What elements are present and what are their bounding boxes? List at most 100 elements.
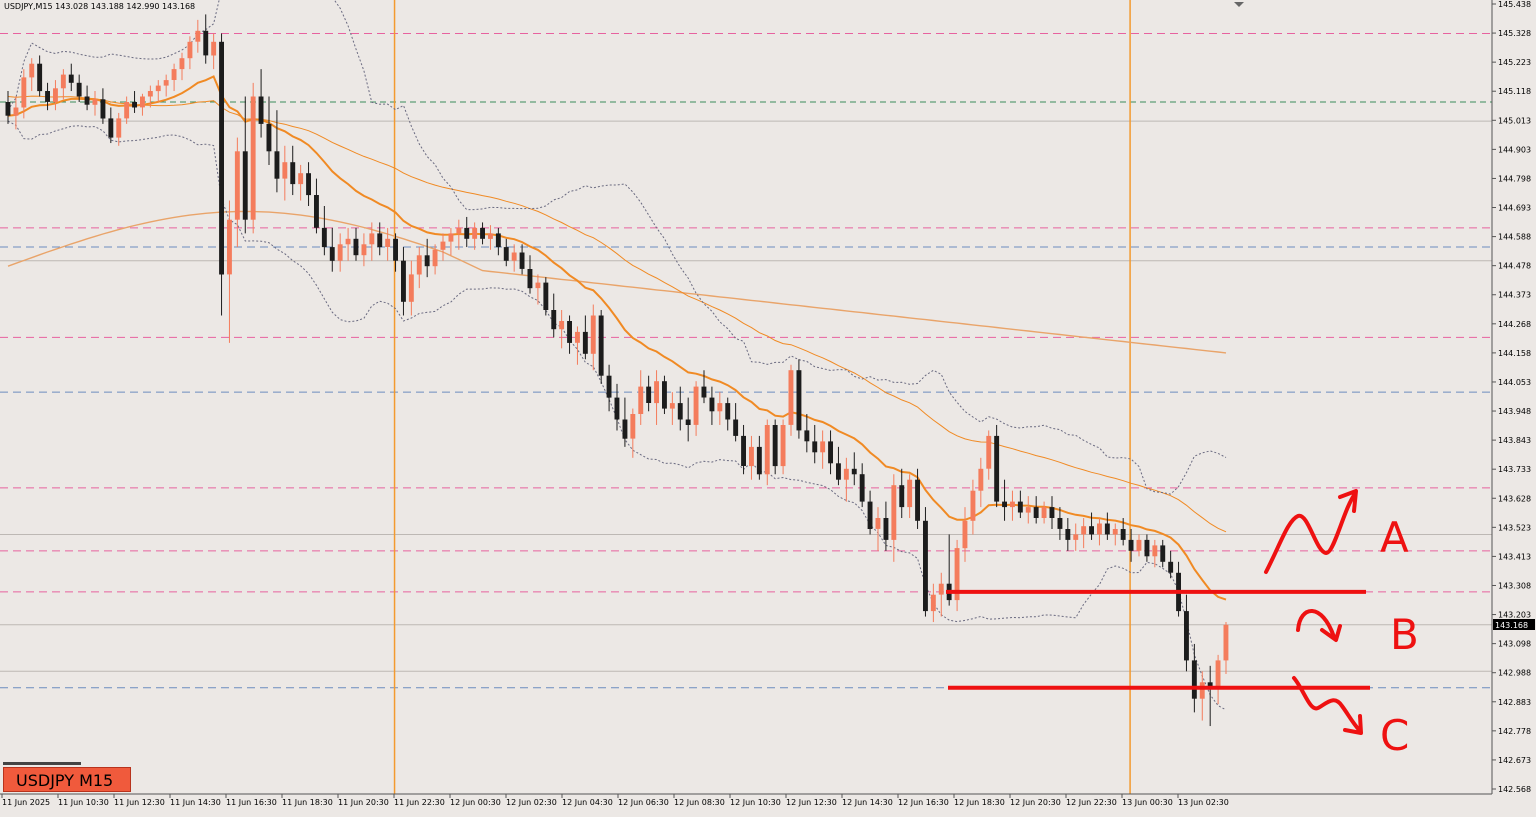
price-tick-label: 144.588	[1498, 233, 1531, 242]
candle-body	[1136, 539, 1142, 551]
candle-body	[741, 435, 746, 466]
candle-body	[938, 583, 944, 595]
candle-body	[13, 107, 19, 116]
time-tick-label: 12 Jun 06:30	[618, 798, 669, 807]
time-tick-label: 11 Jun 10:30	[58, 798, 109, 807]
candle-body	[108, 118, 114, 138]
candle-body	[416, 255, 422, 275]
candle-body	[92, 99, 98, 105]
time-tick-label: 11 Jun 16:30	[226, 798, 277, 807]
candle-body	[1144, 539, 1150, 557]
candle-body	[828, 441, 833, 464]
candle-body	[559, 321, 565, 330]
time-tick-label: 13 Jun 02:30	[1178, 798, 1229, 807]
candle-body	[606, 375, 612, 398]
candle-body	[717, 403, 723, 412]
candle-body	[772, 425, 778, 467]
candle-body	[1002, 501, 1007, 508]
price-tick-label: 145.328	[1498, 29, 1531, 38]
candle-body	[290, 162, 296, 185]
candle-body	[393, 238, 398, 261]
candle-body	[377, 233, 383, 248]
candle-body	[53, 88, 58, 102]
candle-body	[1160, 545, 1166, 562]
candle-body	[1184, 611, 1189, 661]
price-tick-label: 145.013	[1498, 116, 1531, 125]
scroll-marker-icon[interactable]	[1234, 2, 1244, 7]
candle-body	[60, 74, 66, 89]
candle-body	[614, 397, 620, 420]
candle-body	[630, 414, 636, 439]
candle-body	[179, 58, 185, 70]
candle-body	[464, 227, 470, 239]
candle-body	[116, 118, 122, 138]
candle-body	[369, 233, 375, 245]
candle-body	[227, 219, 232, 275]
candle-body	[875, 518, 881, 529]
candle-body	[1017, 501, 1023, 513]
symbol-badge: USDJPY M15	[3, 767, 131, 792]
candle-body	[45, 91, 50, 102]
candle-body	[654, 381, 659, 404]
band-upper-line	[7, 0, 1227, 495]
time-tick-label: 12 Jun 12:30	[786, 798, 837, 807]
current-price-tag: 143.168	[1493, 619, 1535, 630]
time-tick-label: 12 Jun 04:30	[562, 798, 613, 807]
hand-annotations: A B C	[1264, 489, 1419, 760]
symbol-timeframe: USDJPY,M15	[4, 2, 53, 11]
candle-body	[306, 173, 311, 196]
candle-body	[353, 238, 359, 256]
candle-body	[646, 386, 652, 403]
ma-mid-line	[7, 95, 1227, 533]
candle-body	[994, 435, 1000, 502]
price-tick-label: 145.118	[1498, 87, 1531, 96]
price-tick-label: 142.568	[1498, 785, 1531, 794]
candle-body	[385, 238, 391, 247]
price-tick-label: 145.223	[1498, 58, 1531, 67]
candle-body	[408, 274, 414, 302]
candle-body	[1041, 507, 1047, 518]
candle-body	[456, 227, 462, 234]
time-tick-label: 12 Jun 00:30	[450, 798, 501, 807]
candle-body	[867, 501, 873, 529]
price-tick-label: 142.778	[1498, 727, 1531, 736]
candle-body	[1223, 624, 1229, 661]
candle-body	[171, 69, 177, 80]
candle-body	[1073, 534, 1079, 540]
candle-body	[124, 102, 130, 119]
candle-body	[187, 41, 193, 59]
candle-body	[788, 370, 794, 425]
time-tick-label: 11 Jun 12:30	[114, 798, 165, 807]
chart-header: USDJPY,M15 143.028 143.188 142.990 143.1…	[4, 2, 195, 11]
candle-body	[282, 162, 288, 179]
candle-body	[582, 331, 588, 354]
price-tick-label: 143.203	[1498, 611, 1531, 620]
candle-body	[1081, 526, 1087, 535]
price-tick-label: 144.268	[1498, 320, 1531, 329]
price-tick-label: 143.413	[1498, 552, 1531, 561]
candle-body	[662, 381, 667, 409]
candle-body	[1025, 507, 1031, 513]
candle-body	[321, 227, 327, 248]
candle-body	[203, 30, 209, 56]
candle-body	[361, 244, 367, 256]
candle-body	[669, 403, 675, 409]
candle-body	[519, 252, 525, 269]
price-tick-label: 145.438	[1498, 0, 1531, 9]
ohlc-values: 143.028 143.188 142.990 143.168	[55, 2, 196, 11]
candle-body	[693, 386, 699, 425]
candle-body	[1057, 518, 1063, 529]
candle-body	[480, 227, 485, 239]
candle-body	[978, 468, 984, 491]
candle-body	[764, 425, 770, 475]
candle-body	[1065, 529, 1071, 540]
candle-body	[100, 99, 106, 119]
price-tick-label: 142.988	[1498, 669, 1531, 678]
candle-body	[29, 63, 35, 78]
candle-body	[725, 403, 731, 420]
candle-body	[1199, 682, 1205, 699]
candle-body	[851, 468, 857, 475]
candle-body	[234, 151, 240, 220]
candle-body	[543, 282, 549, 310]
